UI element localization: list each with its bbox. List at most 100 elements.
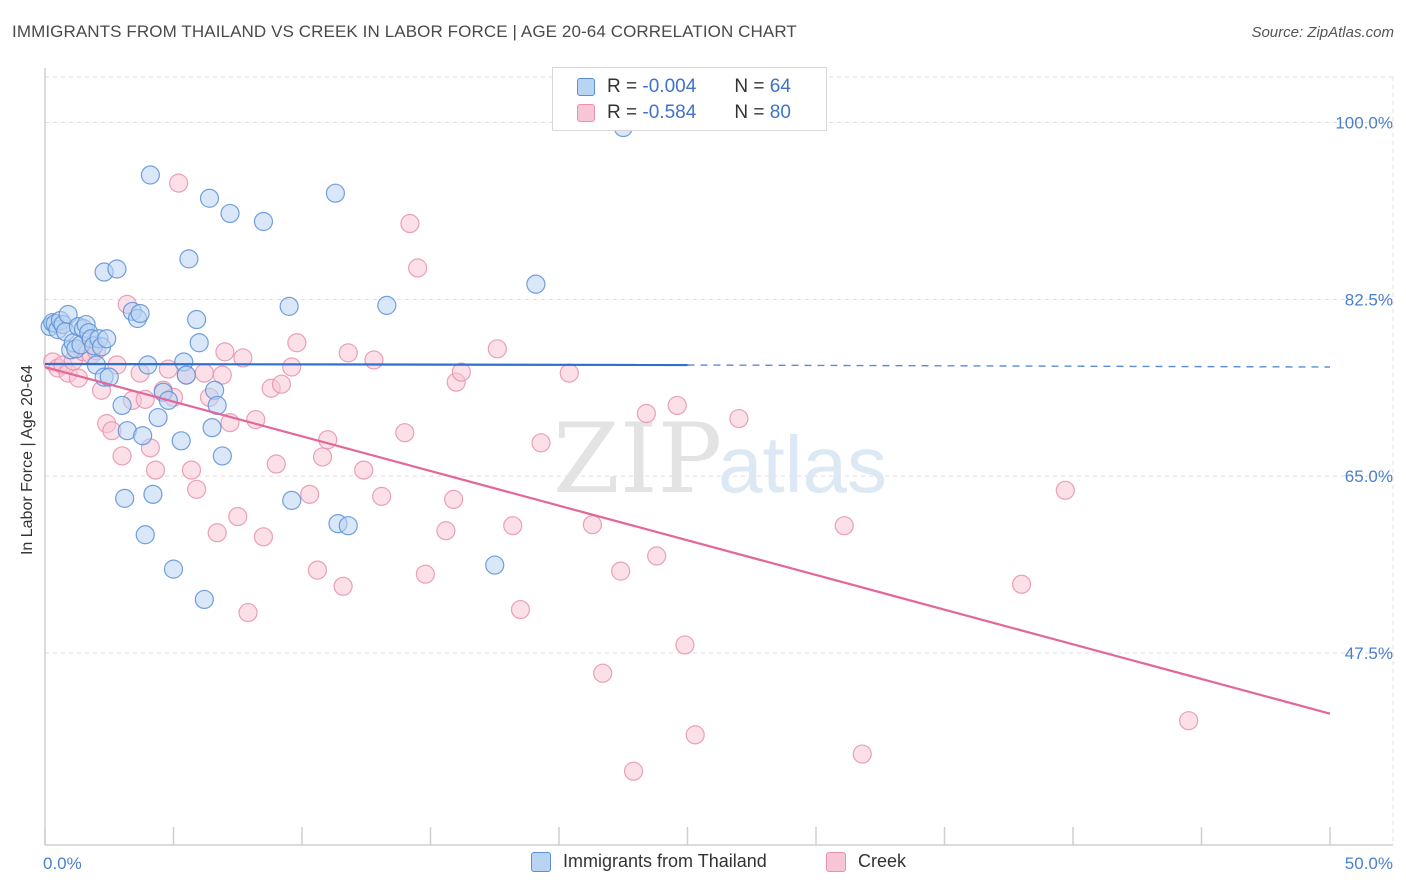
creek-point xyxy=(729,408,749,429)
thailand-point xyxy=(212,446,232,466)
thailand-point xyxy=(135,525,155,545)
creek-point xyxy=(112,446,132,466)
watermark: ZIP atlas xyxy=(553,403,887,515)
thailand-point xyxy=(140,165,160,185)
creek-point xyxy=(510,599,531,620)
creek-point xyxy=(444,489,464,509)
trend-layer xyxy=(44,362,1331,715)
thailand-point xyxy=(279,296,299,316)
thailand-point xyxy=(176,365,196,385)
thailand-legend-swatch xyxy=(531,851,551,872)
thailand-point xyxy=(112,395,132,416)
thailand-legend-label: Immigrants from Thailand xyxy=(563,851,767,871)
creek-point xyxy=(228,506,248,527)
creek-legend-swatch xyxy=(826,851,846,872)
n-label: N = xyxy=(734,102,765,123)
creek-point xyxy=(215,342,235,362)
thailand-point xyxy=(179,249,199,269)
stats-legend-row-creek: R = -0.584 N = 80 xyxy=(577,100,791,126)
creek-point xyxy=(181,460,202,480)
creek-point xyxy=(623,761,644,781)
creek-point xyxy=(415,564,435,584)
creek-point xyxy=(207,523,227,543)
thailand-point xyxy=(202,418,222,438)
creek-point xyxy=(145,460,166,480)
creek-point xyxy=(503,516,523,536)
r-label: R = xyxy=(607,102,638,123)
creek-point xyxy=(282,357,302,377)
creek-point xyxy=(253,527,274,547)
y-tick-label: 100.0% xyxy=(1335,113,1393,132)
y-tick-label: 47.5% xyxy=(1345,644,1393,663)
bottom-legend-creek: Creek xyxy=(826,851,906,872)
creek-point xyxy=(647,546,667,566)
thailand-point xyxy=(163,559,184,579)
creek-trend-line xyxy=(44,365,1331,715)
thailand-point xyxy=(115,488,135,508)
thailand-trend-extension xyxy=(687,364,1331,368)
creek-point xyxy=(364,350,384,370)
creek-point xyxy=(372,486,392,506)
label-layer: 47.5% 65.0% 82.5% 100.0% 0.0% 50.0% xyxy=(43,113,1393,873)
thailand-n-value: 64 xyxy=(769,76,791,97)
creek-point xyxy=(169,173,189,193)
creek-point xyxy=(667,395,687,416)
watermark-zip: ZIP xyxy=(553,403,722,515)
creek-r-value: -0.584 xyxy=(642,102,697,123)
creek-point xyxy=(1011,574,1032,594)
thailand-point xyxy=(99,367,119,387)
creek-point xyxy=(233,348,253,368)
creek-point xyxy=(593,663,613,683)
creek-point xyxy=(1055,480,1075,500)
thailand-swatch xyxy=(577,78,595,96)
creek-point xyxy=(271,374,292,394)
thailand-point xyxy=(187,309,207,330)
thailand-point xyxy=(148,407,168,428)
axis-layer xyxy=(44,68,1393,846)
stats-legend-row-thailand: R = -0.004 N = 64 xyxy=(577,74,791,100)
y-tick-label: 82.5% xyxy=(1345,290,1393,309)
creek-point xyxy=(338,343,358,363)
thailand-point xyxy=(199,188,220,208)
creek-point xyxy=(187,479,207,499)
creek-point xyxy=(1179,711,1199,731)
creek-point xyxy=(852,744,872,764)
chart-title: IMMIGRANTS FROM THAILAND VS CREEK IN LAB… xyxy=(12,22,797,41)
thailand-point xyxy=(220,203,240,224)
creek-point xyxy=(408,258,428,278)
creek-point xyxy=(675,635,695,655)
creek-point xyxy=(312,447,333,467)
thailand-point xyxy=(130,303,150,324)
x-tick-label-max: 50.0% xyxy=(1345,854,1393,873)
creek-point xyxy=(238,602,258,623)
creek-point xyxy=(307,560,328,580)
watermark-atlas: atlas xyxy=(718,420,887,509)
n-label: N = xyxy=(734,76,765,97)
creek-point xyxy=(333,576,353,596)
creek-point xyxy=(636,403,656,424)
thailand-point xyxy=(526,274,546,294)
thailand-trend-line xyxy=(44,362,688,367)
creek-point xyxy=(559,363,579,383)
thailand-point xyxy=(338,516,358,536)
chart-source: Source: ZipAtlas.com xyxy=(1251,24,1394,41)
creek-n-value: 80 xyxy=(769,102,791,123)
y-tick-label: 65.0% xyxy=(1345,467,1393,486)
creek-point xyxy=(582,515,603,535)
creek-point xyxy=(266,454,286,474)
creek-point xyxy=(287,333,307,353)
creek-point xyxy=(531,433,551,453)
creek-swatch xyxy=(577,104,595,122)
creek-point xyxy=(487,339,507,359)
creek-point xyxy=(611,561,631,581)
thailand-point xyxy=(133,426,153,446)
creek-point xyxy=(395,423,415,443)
creek-point xyxy=(194,363,214,383)
thailand-point xyxy=(485,555,505,575)
grid-layer xyxy=(45,76,1394,845)
creek-point xyxy=(436,521,456,541)
thailand-point xyxy=(171,431,191,451)
thailand-point xyxy=(107,259,127,279)
r-label: R = xyxy=(607,76,638,97)
